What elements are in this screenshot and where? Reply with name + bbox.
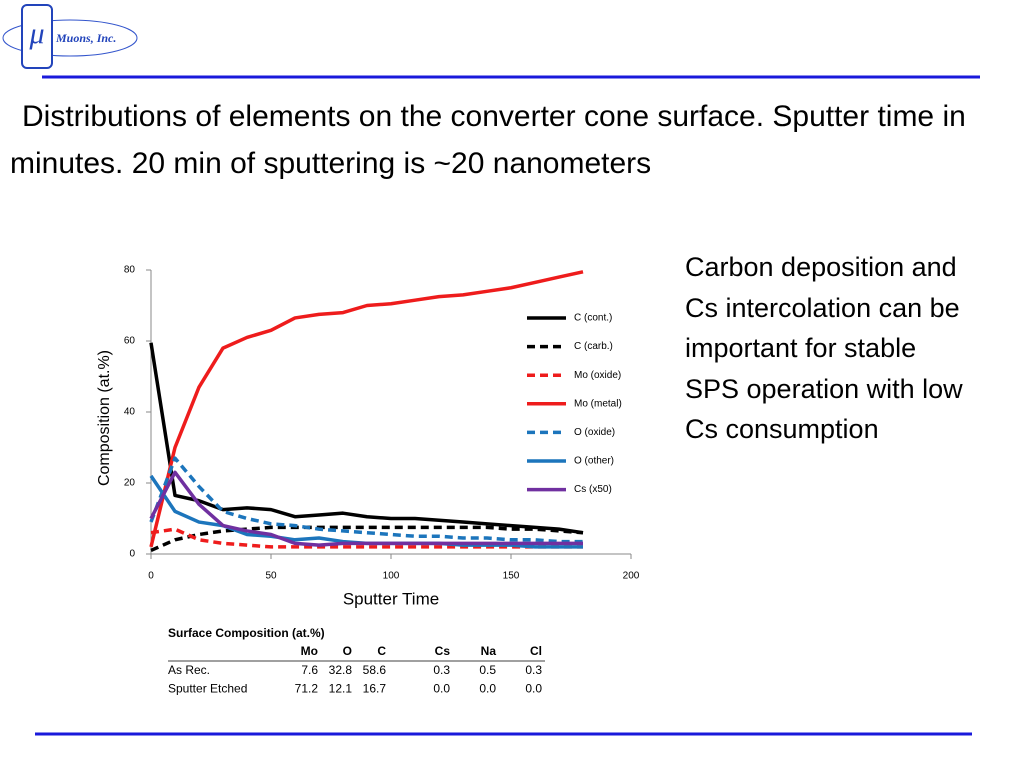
logo-box (21, 4, 53, 69)
series-line (149, 270, 584, 548)
table-cell: 0.0 (525, 682, 542, 696)
y-tick-label: 20 (124, 478, 136, 489)
series-line (149, 474, 583, 549)
x-tick-label: 200 (623, 571, 640, 582)
table-cell: 32.8 (329, 663, 353, 677)
table-column-header: C (377, 644, 386, 658)
x-tick-label: 100 (383, 571, 400, 582)
slide-title: Distributions of elements on the convert… (10, 100, 966, 180)
y-tick-label: 0 (129, 549, 135, 560)
table-row-label: As Rec. (168, 663, 210, 677)
table-cell: 0.5 (479, 663, 496, 677)
table-column-header: O (343, 644, 352, 658)
legend-label: C (carb.) (574, 341, 613, 352)
legend-label: Mo (oxide) (574, 370, 621, 381)
table-cell: 0.0 (433, 682, 450, 696)
table-cell: 16.7 (363, 682, 387, 696)
table-cell: 71.2 (295, 682, 319, 696)
y-tick-label: 40 (124, 407, 136, 418)
table-row-label: Sputter Etched (168, 682, 247, 696)
table-column-header: Na (481, 644, 497, 658)
logo-ellipse (2, 19, 138, 57)
table-cell: 12.1 (329, 682, 353, 696)
logo-symbol: μ (28, 17, 44, 50)
legend-label: O (oxide) (574, 427, 615, 438)
legend-label: O (other) (574, 456, 614, 467)
table-column-header: Cl (530, 644, 542, 658)
table-cell: 0.3 (525, 663, 542, 677)
logo-name: Muons, Inc. (55, 31, 116, 45)
x-tick-label: 50 (265, 571, 277, 582)
y-tick-label: 60 (124, 336, 136, 347)
table-cell: 7.6 (301, 663, 318, 677)
x-tick-label: 150 (503, 571, 520, 582)
x-axis-label: Sputter Time (343, 589, 439, 608)
table-cell: 0.0 (479, 682, 496, 696)
table-cell: 58.6 (363, 663, 387, 677)
series-line (149, 470, 583, 547)
y-tick-label: 80 (124, 265, 136, 276)
table-column-header: Cs (435, 644, 451, 658)
table-column-header: Mo (301, 644, 318, 658)
table-cell: 0.3 (433, 663, 450, 677)
legend-label: C (cont.) (574, 313, 612, 324)
side-text: Carbon deposition and Cs intercolation c… (685, 252, 963, 445)
legend-label: Mo (metal) (574, 398, 622, 409)
series-line (149, 456, 583, 544)
y-axis-label: Composition (at.%) (96, 350, 113, 486)
legend-label: Cs (x50) (574, 484, 612, 495)
table-title: Surface Composition (at.%) (168, 626, 325, 640)
x-tick-label: 0 (148, 571, 154, 582)
series-line (149, 342, 584, 535)
